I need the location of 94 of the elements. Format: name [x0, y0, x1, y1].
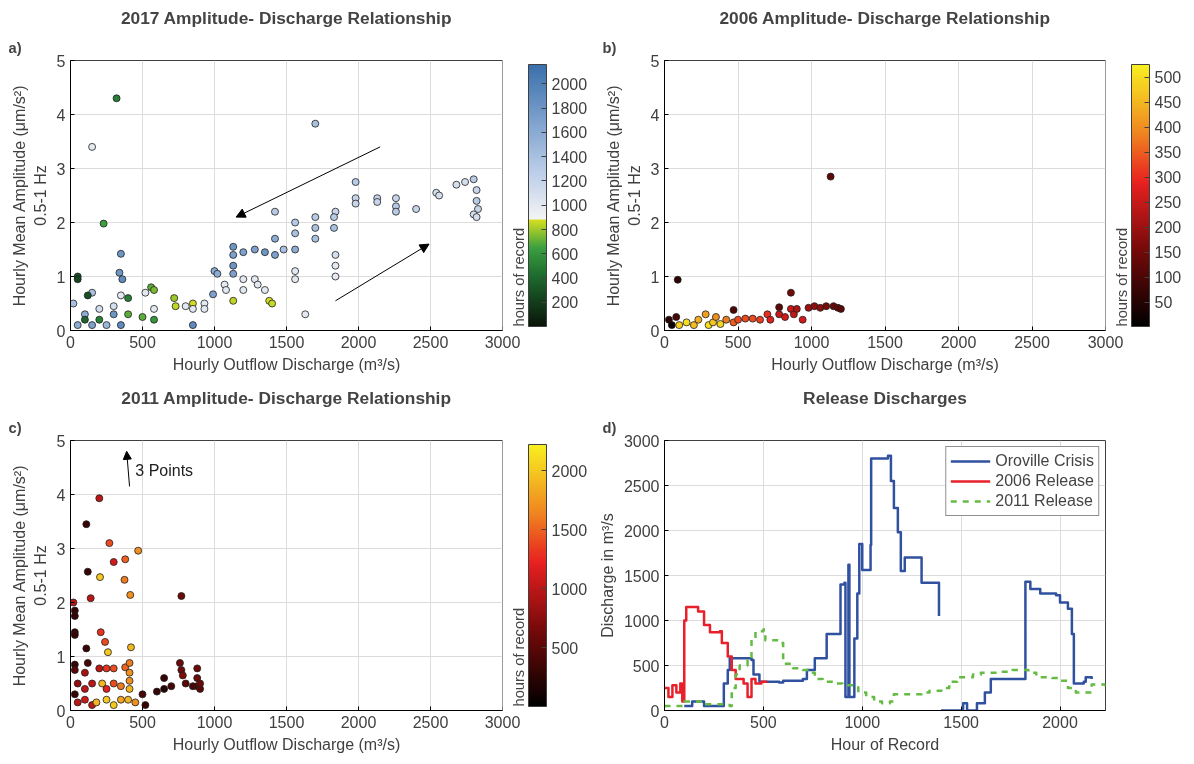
text: a) [8, 39, 22, 56]
x-tick-label: 2500 [1014, 333, 1050, 351]
y-tick-label: 2500 [623, 477, 660, 495]
legend-label: 2011 Release [995, 492, 1093, 510]
color-bar-label: 400 [551, 270, 579, 288]
text: c) [8, 419, 22, 436]
color-bar-label: 1200 [551, 173, 588, 190]
color-bar-label: 2000 [551, 75, 588, 93]
y-tick-label: 5 [56, 52, 66, 70]
text: b) [602, 39, 617, 56]
x-tick-label: 3000 [484, 713, 521, 731]
x-tick-label: 1500 [943, 713, 980, 731]
color-bar-label: 600 [551, 245, 579, 263]
y-tick-label: 4 [56, 106, 66, 124]
color-bar-label: 400 [1154, 119, 1182, 136]
x-tick-label: 1500 [268, 333, 305, 351]
color-bar-label: 200 [551, 294, 579, 312]
color-bar-label: 800 [551, 221, 579, 239]
y-tick-label: 1 [56, 648, 66, 666]
chart-title: 2011 Amplitude- Discharge Relationship [121, 387, 451, 408]
x-tick-label: 3000 [1087, 333, 1124, 351]
color-bar-label: 450 [1154, 94, 1182, 111]
x-axis-title: Hour of Record [830, 735, 940, 753]
x-tick-label: 2000 [940, 333, 977, 351]
color-bar-label: 1000 [551, 197, 588, 215]
y-axis-title: Hourly Mean Amplitude (μm/s²) 0.5-1 Hz [605, 85, 643, 307]
color-bar-label: 50 [1154, 294, 1173, 311]
x-tick-label: 1000 [793, 333, 830, 351]
chart-title: Release Discharges [803, 387, 967, 408]
color-bar-label: 500 [1154, 69, 1182, 86]
y-axis-title: Discharge in m³/s [598, 513, 616, 638]
x-tick-label: 1500 [268, 713, 305, 731]
y-tick-label: 1 [650, 268, 660, 286]
x-tick-label: 1000 [844, 713, 881, 731]
y-tick-label: 500 [632, 657, 660, 675]
color-bar-label: 150 [1154, 244, 1182, 261]
y-tick-label: 4 [56, 486, 66, 504]
y-tick-label: 3 [56, 540, 66, 558]
legend-label: Oroville Crisis [995, 452, 1094, 470]
color-bar-label: 500 [551, 639, 579, 657]
color-bar-label: 100 [1154, 269, 1182, 286]
y-tick-label: 2 [56, 214, 66, 232]
x-tick-label: 2000 [1042, 713, 1078, 731]
color-bar-label: 200 [1154, 219, 1182, 236]
chart-title: 2017 Amplitude- Discharge Relationship [120, 7, 452, 28]
text: d) [602, 419, 617, 436]
y-tick-label: 2 [650, 214, 660, 232]
x-tick-label: 1500 [867, 333, 903, 351]
chart-title: 2006 Amplitude- Discharge Relationship [719, 7, 1050, 28]
x-tick-label: 2000 [340, 333, 377, 351]
y-tick-label: 5 [650, 52, 660, 70]
x-tick-label: 500 [750, 713, 777, 731]
x-tick-label: 500 [724, 333, 752, 351]
x-axis-title: Hourly Outflow Discharge (m³/s) [172, 735, 401, 753]
color-bar-label: 1400 [551, 148, 588, 166]
color-bar-label: 1600 [551, 124, 588, 142]
y-tick-label: 3 [56, 160, 66, 178]
legend-label: 2006 Release [995, 472, 1094, 490]
x-tick-label: 1000 [196, 333, 233, 351]
annotation: 3 Points [135, 461, 194, 479]
y-tick-label: 3000 [623, 432, 660, 450]
color-bar-title: hours of record [1113, 227, 1130, 327]
y-tick-label: 0 [56, 322, 66, 340]
color-bar-label: 250 [1154, 194, 1182, 211]
y-tick-label: 3 [650, 160, 660, 178]
x-tick-label: 2000 [340, 713, 377, 731]
x-tick-label: 500 [129, 713, 156, 731]
y-tick-label: 2 [56, 594, 66, 612]
x-tick-label: 3000 [484, 333, 521, 351]
color-bar-title: hours of record [510, 607, 527, 707]
color-bar-label: 300 [1154, 169, 1182, 186]
y-axis-title: Hourly Mean Amplitude (μm/s²) 0.5-1 Hz [11, 85, 49, 307]
y-tick-label: 1000 [623, 612, 660, 630]
color-bar-label: 1000 [551, 580, 588, 598]
color-bar-label: 350 [1154, 144, 1182, 161]
y-tick-label: 0 [56, 702, 66, 720]
x-axis-title: Hourly Outflow Discharge (m³/s) [172, 355, 401, 373]
y-axis-title: Hourly Mean Amplitude (μm/s²) 0.5-1 Hz [11, 465, 49, 687]
y-tick-label: 5 [56, 432, 66, 450]
color-bar-title: hours of record [510, 227, 527, 327]
color-bar-label: 1500 [551, 521, 588, 539]
y-tick-label: 4 [650, 106, 660, 124]
x-tick-label: 1000 [196, 713, 233, 731]
x-axis-title: Hourly Outflow Discharge (m³/s) [771, 355, 999, 373]
y-tick-label: 1500 [623, 567, 660, 585]
color-bar-label: 1800 [551, 100, 588, 118]
x-tick-label: 500 [129, 333, 156, 351]
y-tick-label: 0 [650, 702, 660, 720]
y-tick-label: 2000 [623, 522, 660, 540]
y-tick-label: 0 [650, 322, 660, 340]
x-tick-label: 2500 [412, 713, 449, 731]
y-tick-label: 1 [56, 268, 66, 286]
x-tick-label: 2500 [412, 333, 449, 351]
color-bar-label: 2000 [551, 462, 588, 480]
